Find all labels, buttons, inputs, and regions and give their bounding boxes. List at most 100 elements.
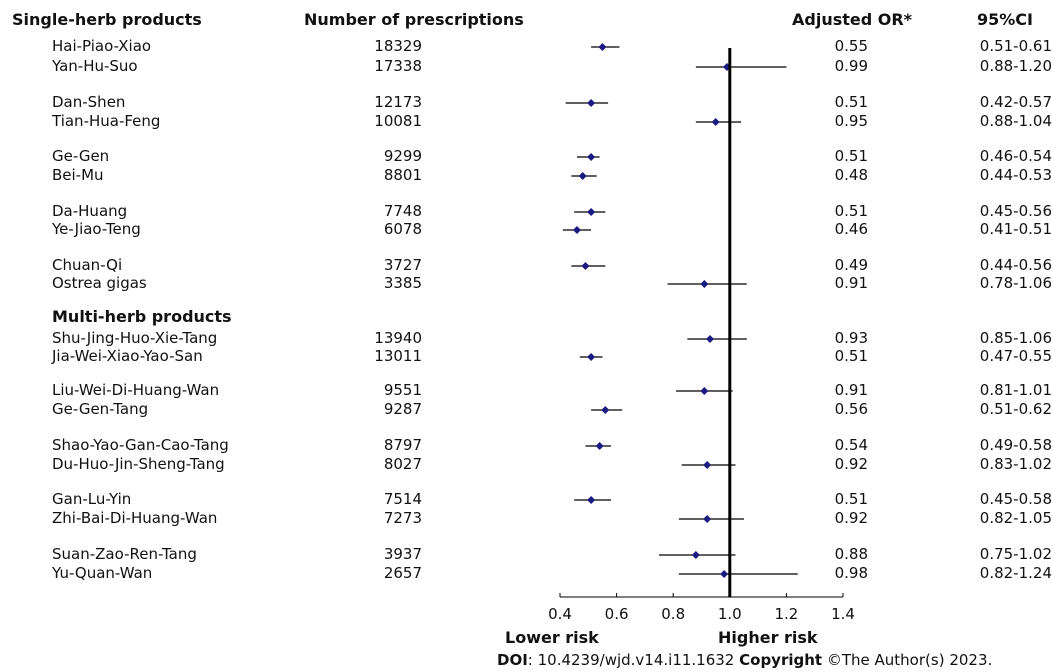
row-ci: 0.75-1.02 bbox=[979, 545, 1052, 563]
row-prescriptions: 17338 bbox=[374, 57, 422, 75]
row-ci: 0.78-1.06 bbox=[979, 274, 1052, 292]
x-tick-label: 1.2 bbox=[774, 605, 798, 623]
row-or: 0.48 bbox=[834, 166, 868, 184]
row-or: 0.49 bbox=[834, 256, 868, 274]
row-ci: 0.51-0.62 bbox=[979, 400, 1052, 418]
row-or: 0.51 bbox=[834, 490, 868, 508]
row-label: Hai-Piao-Xiao bbox=[52, 37, 152, 55]
point-estimate-marker bbox=[720, 570, 729, 578]
point-estimate-marker bbox=[711, 118, 720, 126]
point-estimate-marker bbox=[587, 208, 596, 216]
row-prescriptions: 10081 bbox=[374, 112, 422, 130]
row-label: Dan-Shen bbox=[52, 93, 126, 111]
row-ci: 0.41-0.51 bbox=[979, 220, 1052, 238]
row-ci: 0.47-0.55 bbox=[979, 347, 1052, 365]
row-label: Gan-Lu-Yin bbox=[52, 490, 132, 508]
row-ci: 0.51-0.61 bbox=[979, 37, 1052, 55]
point-estimate-marker bbox=[595, 442, 604, 450]
x-tick-label: 1.0 bbox=[718, 605, 742, 623]
row-label: Du-Huo-Jin-Sheng-Tang bbox=[52, 455, 225, 473]
row-prescriptions: 3727 bbox=[383, 256, 422, 274]
row-label: Ge-Gen bbox=[52, 147, 110, 165]
row-prescriptions: 9551 bbox=[383, 381, 422, 399]
point-estimate-marker bbox=[705, 335, 714, 343]
point-estimate-marker bbox=[700, 280, 709, 288]
row-prescriptions: 12173 bbox=[374, 93, 422, 111]
prescriptions-header: Number of prescriptions bbox=[304, 10, 524, 29]
point-estimate-marker bbox=[572, 226, 581, 234]
row-ci: 0.42-0.57 bbox=[979, 93, 1052, 111]
copyright-text: ©The Author(s) 2023. bbox=[822, 651, 993, 669]
adjusted-or-header: Adjusted OR* bbox=[792, 10, 913, 29]
row-or: 0.91 bbox=[834, 381, 868, 399]
row-or: 0.99 bbox=[834, 57, 868, 75]
point-estimate-marker bbox=[587, 99, 596, 107]
row-label: Chuan-Qi bbox=[52, 256, 123, 274]
row-or: 0.51 bbox=[834, 147, 868, 165]
row-or: 0.91 bbox=[834, 274, 868, 292]
row-or: 0.98 bbox=[834, 564, 868, 582]
row-label: Yan-Hu-Suo bbox=[52, 57, 138, 75]
point-estimate-marker bbox=[703, 515, 712, 523]
row-or: 0.92 bbox=[834, 509, 868, 527]
point-estimate-marker bbox=[587, 353, 596, 361]
row-or: 0.51 bbox=[834, 347, 868, 365]
row-ci: 0.45-0.58 bbox=[979, 490, 1052, 508]
group-header-multi-herb: Multi-herb products bbox=[52, 307, 232, 326]
row-label: Shao-Yao-Gan-Cao-Tang bbox=[52, 436, 229, 454]
x-tick-label: 1.4 bbox=[831, 605, 855, 623]
row-or: 0.92 bbox=[834, 455, 868, 473]
point-estimate-marker bbox=[587, 153, 596, 161]
row-prescriptions: 9287 bbox=[383, 400, 422, 418]
row-ci: 0.81-1.01 bbox=[979, 381, 1052, 399]
copyright-label: Copyright bbox=[739, 651, 823, 669]
row-ci: 0.46-0.54 bbox=[979, 147, 1052, 165]
row-label: Ostrea gigas bbox=[52, 274, 147, 292]
row-ci: 0.82-1.05 bbox=[979, 509, 1052, 527]
row-ci: 0.49-0.58 bbox=[979, 436, 1052, 454]
row-prescriptions: 8027 bbox=[383, 455, 422, 473]
point-estimate-marker bbox=[700, 387, 709, 395]
row-prescriptions: 2657 bbox=[383, 564, 422, 582]
point-estimate-marker bbox=[581, 262, 590, 270]
row-label: Suan-Zao-Ren-Tang bbox=[52, 545, 197, 563]
point-estimate-marker bbox=[578, 172, 587, 180]
row-prescriptions: 3937 bbox=[383, 545, 422, 563]
row-ci: 0.88-1.04 bbox=[979, 112, 1052, 130]
row-or: 0.46 bbox=[834, 220, 868, 238]
footer-citation: DOI: 10.4239/wjd.v14.i11.1632 Copyright … bbox=[497, 651, 992, 669]
row-prescriptions: 7514 bbox=[383, 490, 422, 508]
row-label: Ye-Jiao-Teng bbox=[52, 220, 141, 238]
point-estimate-marker bbox=[587, 496, 596, 504]
row-label: Yu-Quan-Wan bbox=[52, 564, 153, 582]
row-ci: 0.44-0.56 bbox=[979, 256, 1052, 274]
row-prescriptions: 7748 bbox=[383, 202, 422, 220]
row-prescriptions: 8801 bbox=[383, 166, 422, 184]
row-label: Da-Huang bbox=[52, 202, 128, 220]
row-ci: 0.88-1.20 bbox=[979, 57, 1052, 75]
row-label: Shu-Jing-Huo-Xie-Tang bbox=[52, 329, 218, 347]
row-label: Zhi-Bai-Di-Huang-Wan bbox=[52, 509, 218, 527]
x-tick-label: 0.6 bbox=[605, 605, 629, 623]
row-or: 0.55 bbox=[834, 37, 868, 55]
point-estimate-marker bbox=[601, 406, 610, 414]
point-estimate-marker bbox=[691, 551, 700, 559]
row-label: Bei-Mu bbox=[52, 166, 104, 184]
doi-text: : 10.4239/wjd.v14.i11.1632 bbox=[527, 651, 740, 669]
row-or: 0.93 bbox=[834, 329, 868, 347]
lower-risk-label: Lower risk bbox=[505, 628, 599, 647]
group-header-single-herb: Single-herb products bbox=[12, 10, 202, 29]
row-or: 0.54 bbox=[834, 436, 868, 454]
row-prescriptions: 8797 bbox=[383, 436, 422, 454]
row-prescriptions: 3385 bbox=[383, 274, 422, 292]
row-prescriptions: 18329 bbox=[374, 37, 422, 55]
row-label: Tian-Hua-Feng bbox=[52, 112, 161, 130]
row-prescriptions: 6078 bbox=[383, 220, 422, 238]
row-prescriptions: 9299 bbox=[383, 147, 422, 165]
row-prescriptions: 13011 bbox=[374, 347, 422, 365]
row-prescriptions: 13940 bbox=[374, 329, 422, 347]
x-tick-label: 0.8 bbox=[661, 605, 685, 623]
row-ci: 0.45-0.56 bbox=[979, 202, 1052, 220]
row-ci: 0.82-1.24 bbox=[979, 564, 1052, 582]
